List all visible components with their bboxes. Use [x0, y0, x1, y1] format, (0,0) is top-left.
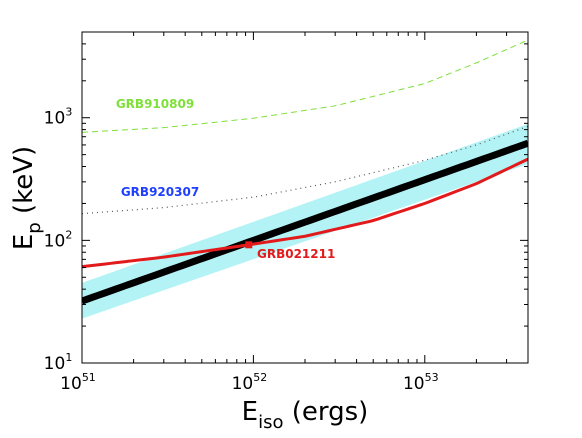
y-tick-label: 102	[44, 228, 73, 251]
x-axis-title-unit: (ergs)	[284, 397, 369, 427]
tick-layer: 1051 1052 1053 101 102 103	[44, 31, 529, 394]
y-axis-title-main: E	[9, 234, 39, 250]
y-tick-label: 101	[44, 351, 73, 374]
x-axis-title: Eiso (ergs)	[242, 397, 369, 433]
x-tick-label: 1051	[60, 371, 96, 394]
series-layer	[82, 39, 528, 305]
y-tick-label: 103	[44, 106, 73, 129]
y-axis-title-unit: (keV)	[9, 146, 39, 222]
x-tick-label: 1053	[403, 371, 439, 394]
x-tick-label: 1052	[232, 371, 268, 394]
marker-layer	[245, 241, 253, 249]
x-axis-title-main: E	[242, 397, 258, 427]
ann-021211: GRB021211	[257, 247, 335, 261]
ann-920307: GRB920307	[121, 185, 199, 199]
grb021211-marker	[245, 241, 253, 249]
y-axis-title: Ep (keV)	[9, 146, 45, 250]
ann-910809: GRB910809	[116, 97, 194, 111]
annotation-layer: GRB910809 GRB920307 GRB021211	[116, 97, 336, 261]
x-axis-title-sub: iso	[258, 412, 283, 433]
y-axis-title-sub: p	[24, 222, 45, 233]
series-grb021211	[82, 157, 528, 269]
series-fit	[82, 139, 528, 305]
series-grb910809	[82, 39, 528, 133]
